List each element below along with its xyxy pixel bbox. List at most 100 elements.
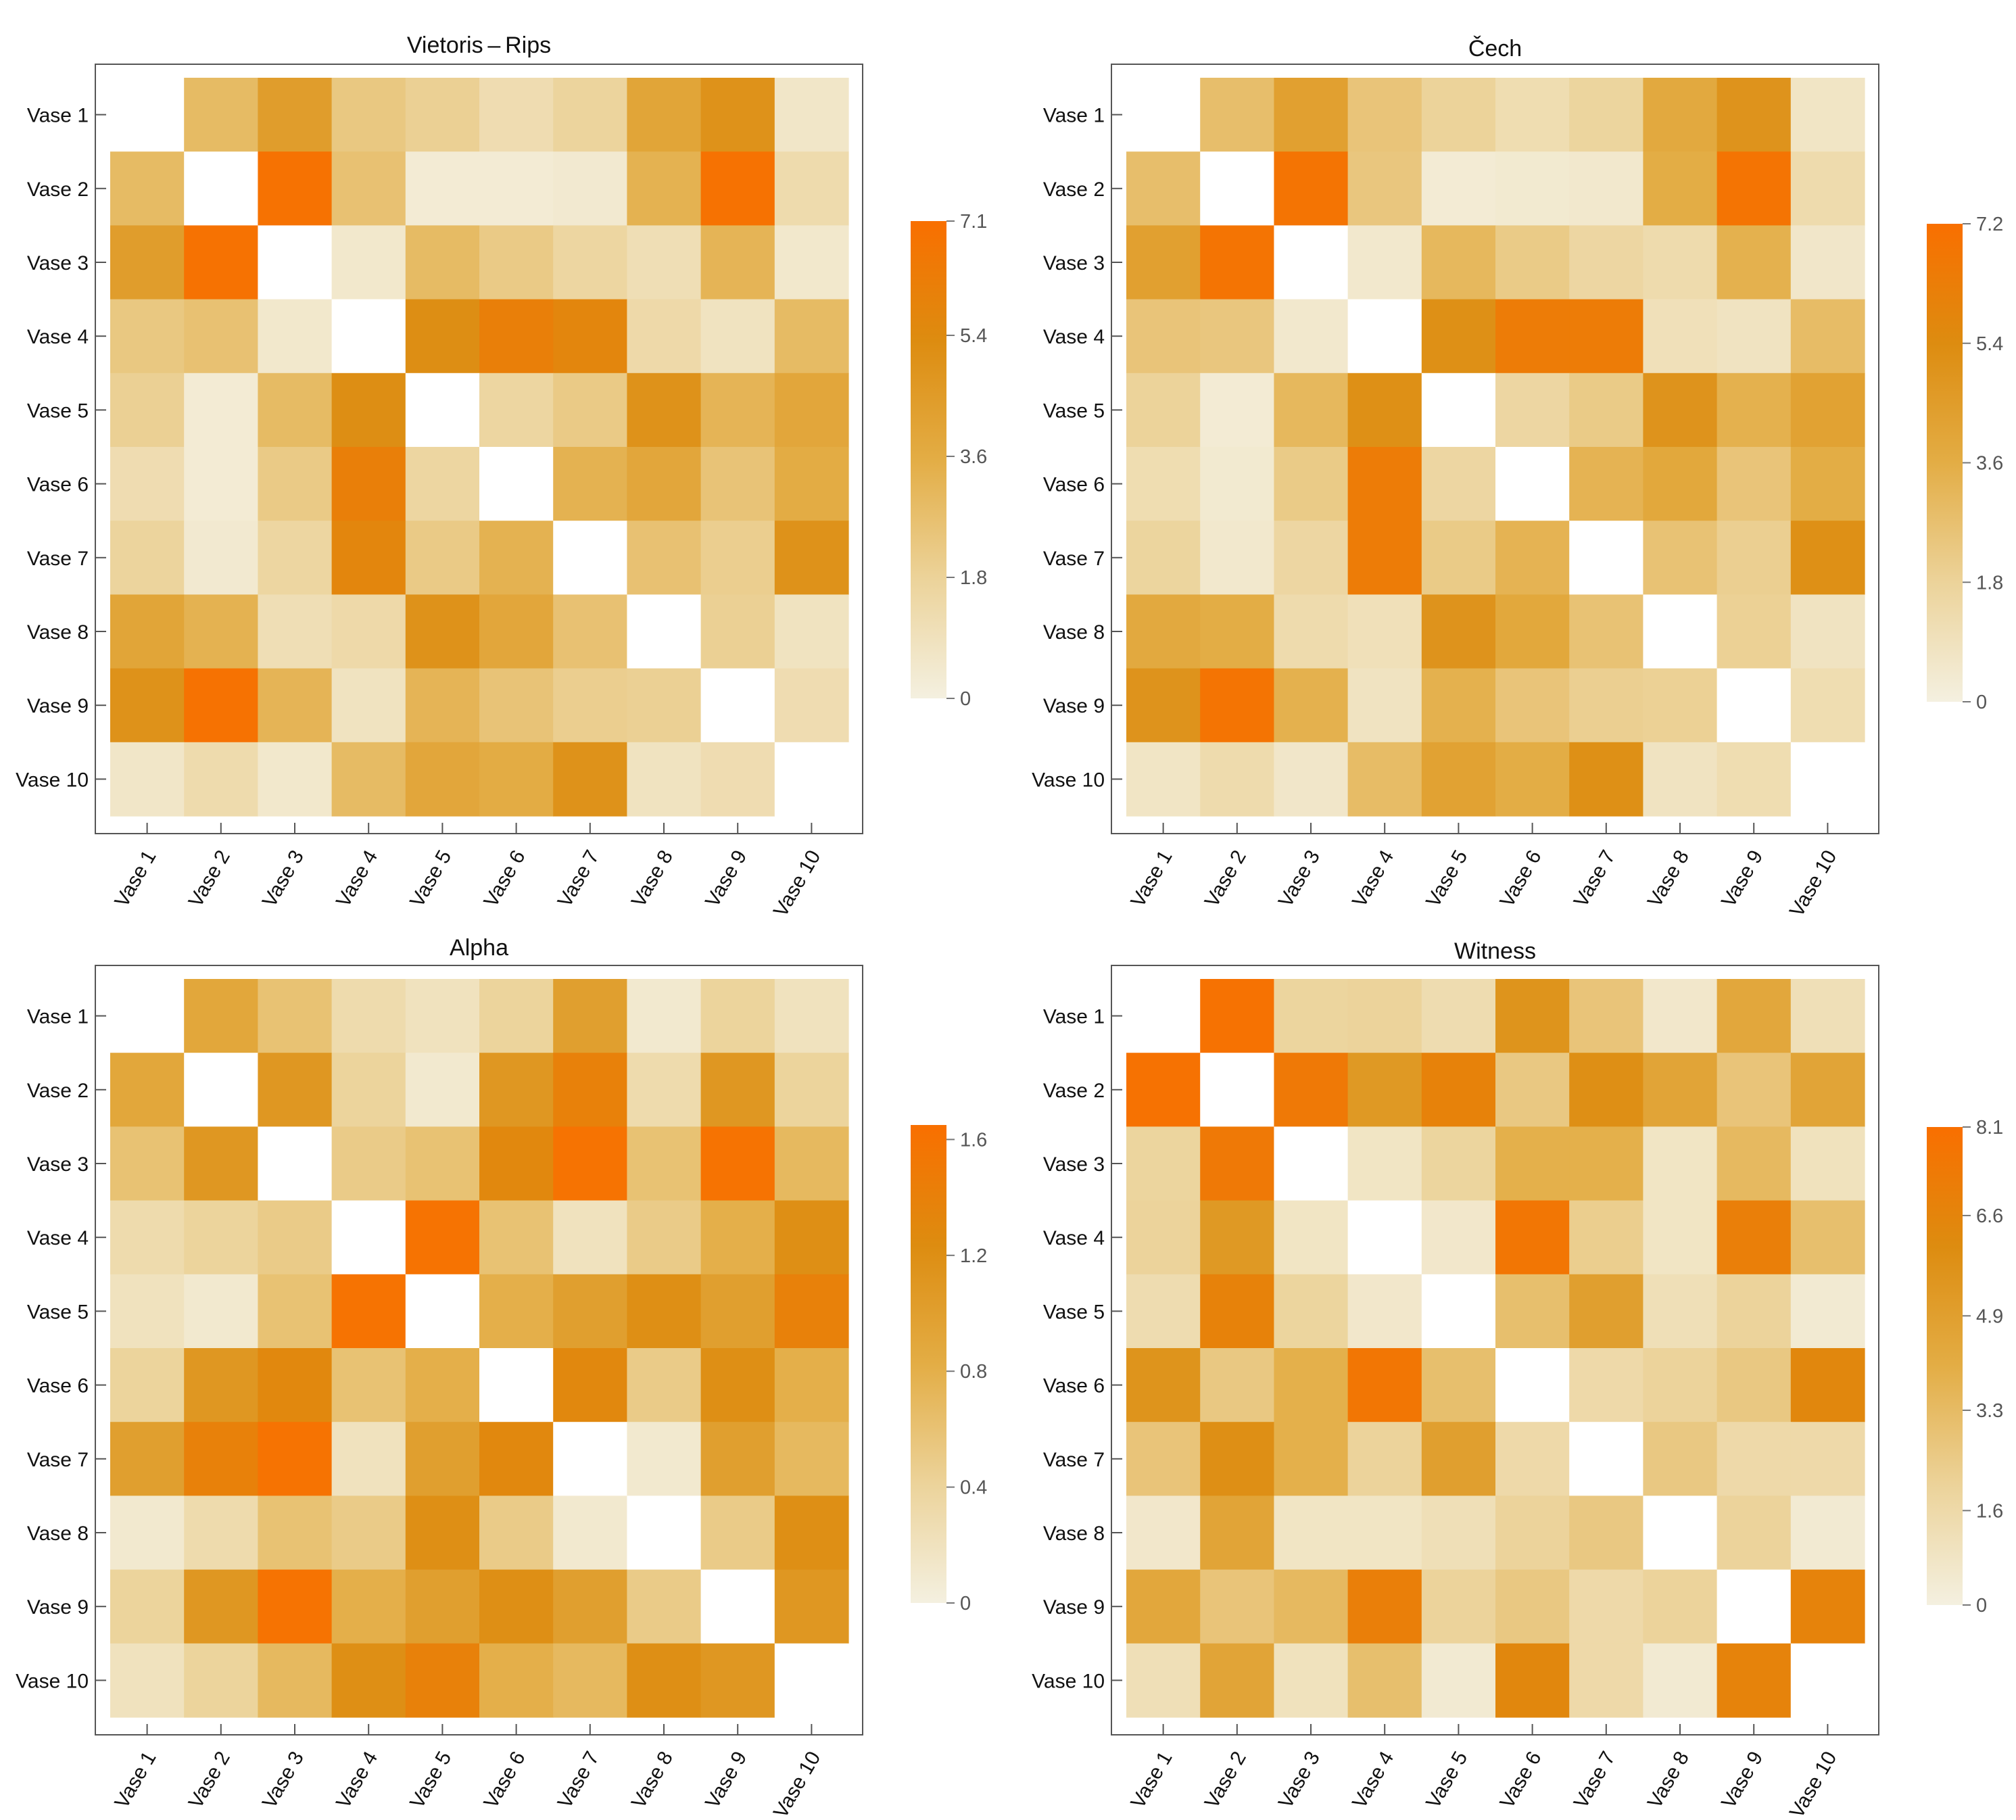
heatmap-cell <box>1347 1569 1422 1644</box>
heatmap-cell <box>184 668 258 743</box>
row-label: Vase 7 <box>27 548 89 570</box>
heatmap-cell <box>479 1495 554 1571</box>
heatmap-cell <box>1643 373 1718 448</box>
heatmap-cell <box>1274 979 1349 1053</box>
heatmap-cell <box>700 979 775 1053</box>
heatmap-cell <box>627 1422 702 1496</box>
heatmap-cell <box>1790 1495 1865 1571</box>
heatmap-cell <box>184 594 258 669</box>
heatmap-cell <box>774 1348 849 1422</box>
legend-tick-label: 4.9 <box>1976 1306 2003 1327</box>
heatmap-cell <box>184 151 258 226</box>
heatmap-cell <box>1495 594 1570 669</box>
heatmap-cell <box>1643 447 1718 521</box>
heatmap-cell <box>1200 299 1274 374</box>
heatmap-cell <box>331 225 406 300</box>
heatmap-cell <box>1274 1126 1349 1201</box>
heatmap-cell <box>627 151 702 226</box>
heatmap-cell <box>774 447 849 521</box>
heatmap-cell <box>405 447 480 521</box>
heatmap-cell <box>1421 299 1496 374</box>
heatmap-cell <box>553 1126 627 1201</box>
heatmap-cell <box>479 373 554 448</box>
heatmap-cell <box>700 742 775 817</box>
heatmap-cell <box>405 1126 480 1201</box>
heatmap-cell <box>1717 521 1792 595</box>
row-label: Vase 3 <box>1043 1153 1105 1176</box>
heatmap-cell <box>110 1643 185 1718</box>
heatmap-cell <box>1790 668 1865 743</box>
heatmap-cell <box>1717 373 1792 448</box>
legend-tick-label: 7.1 <box>960 211 987 233</box>
heatmap-cell <box>479 594 554 669</box>
heatmap-cell <box>405 1495 480 1571</box>
column-label: Vase 2 <box>1201 846 1251 911</box>
column-label: Vase 3 <box>1274 846 1324 911</box>
heatmap-cell <box>553 1643 627 1718</box>
heatmap-cell <box>258 151 333 226</box>
heatmap-cell <box>553 1200 627 1275</box>
heatmap-cell <box>1790 1126 1865 1201</box>
heatmap-cell <box>258 299 333 374</box>
row-label: Vase 9 <box>27 1596 89 1619</box>
legend-tick-label: 1.6 <box>1976 1500 2003 1522</box>
heatmap-cell <box>184 1200 258 1275</box>
heatmap-cell <box>1347 1495 1422 1571</box>
heatmap-cell <box>479 1569 554 1644</box>
column-label: Vase 2 <box>1201 1748 1251 1812</box>
heatmap-cell <box>331 1274 406 1349</box>
legend-tick-label: 1.6 <box>960 1129 987 1151</box>
heatmap-cell <box>405 1422 480 1496</box>
row-label: Vase 7 <box>1043 1449 1105 1471</box>
legend-tick-label: 1.2 <box>960 1245 987 1267</box>
heatmap-cell <box>700 1126 775 1201</box>
heatmap-cell <box>331 521 406 595</box>
heatmap-cell <box>110 151 185 226</box>
heatmap-cell <box>627 594 702 669</box>
heatmap-cell <box>479 78 554 152</box>
heatmap-cell <box>331 1348 406 1422</box>
heatmap-cell <box>553 668 627 743</box>
heatmap-cell <box>1717 1126 1792 1201</box>
row-label: Vase 2 <box>1043 178 1105 201</box>
heatmap-cell <box>1126 78 1201 152</box>
heatmap-cell <box>700 1495 775 1571</box>
heatmap-cell <box>258 1643 333 1718</box>
heatmap-cell <box>1274 1200 1349 1275</box>
column-label: Vase 10 <box>769 846 825 921</box>
heatmap-cell <box>1717 447 1792 521</box>
heatmap-cell <box>627 1495 702 1571</box>
heatmap-cell <box>553 373 627 448</box>
heatmap-cell <box>1347 78 1422 152</box>
heatmap-cell <box>1717 1643 1792 1718</box>
heatmap-cell <box>1347 1422 1422 1496</box>
heatmap-cell <box>627 979 702 1053</box>
legend-tick-label: 1.8 <box>1976 572 2003 594</box>
heatmap-cell <box>258 78 333 152</box>
row-label: Vase 2 <box>1043 1080 1105 1102</box>
heatmap-cell <box>110 1569 185 1644</box>
heatmap-cell <box>1421 1569 1496 1644</box>
heatmap-cell <box>1200 979 1274 1053</box>
heatmap-cell <box>774 1053 849 1127</box>
heatmap-cell <box>1495 742 1570 817</box>
heatmap-cell <box>258 225 333 300</box>
heatmap-cell <box>1790 78 1865 152</box>
heatmap-cell <box>479 1643 554 1718</box>
heatmap-cell <box>1421 78 1496 152</box>
heatmap-cell <box>1717 1274 1792 1349</box>
heatmap-cell <box>184 447 258 521</box>
heatmap-cell <box>331 78 406 152</box>
heatmap-cell <box>774 742 849 817</box>
legend-tick-label: 7.2 <box>1976 214 2003 235</box>
column-label: Vase 6 <box>479 846 529 911</box>
legend-tick-label: 3.6 <box>960 446 987 468</box>
heatmap-cell <box>258 1200 333 1275</box>
heatmap-cell <box>1126 447 1201 521</box>
heatmap-cell <box>1274 373 1349 448</box>
heatmap-cell <box>110 1274 185 1349</box>
heatmap-cell <box>405 151 480 226</box>
heatmap-cell <box>1347 1348 1422 1422</box>
heatmap-cell <box>479 1053 554 1127</box>
heatmap-cell <box>1717 1200 1792 1275</box>
